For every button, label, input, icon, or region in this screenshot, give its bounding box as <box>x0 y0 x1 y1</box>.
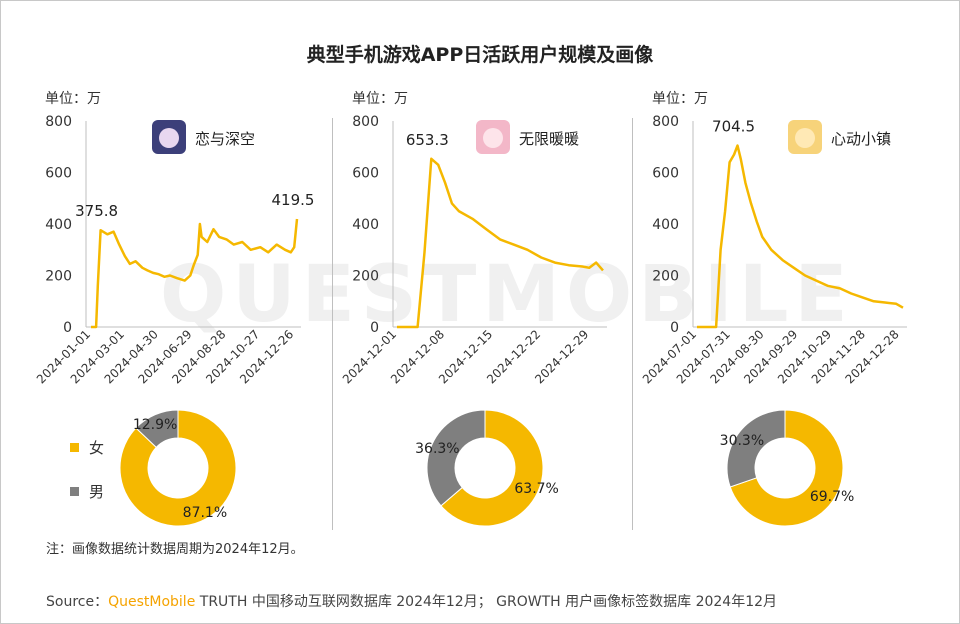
app-name: 心动小镇 <box>831 130 891 148</box>
data-label: 419.5 <box>272 191 315 209</box>
series-line <box>397 157 604 329</box>
legend-male-swatch <box>70 487 79 496</box>
watermark: QUESTMOBILE <box>160 250 854 340</box>
y-tick-label: 800 <box>45 114 72 130</box>
donut-male-slice <box>726 409 786 488</box>
male-pct-label: 12.9% <box>133 417 177 433</box>
app-badge: 恋与深空 <box>152 120 255 154</box>
series-line <box>697 144 904 329</box>
y-tick-label: 400 <box>652 217 679 233</box>
y-tick-label: 200 <box>652 269 679 285</box>
legend-female-label: 女 <box>89 439 105 457</box>
legend-male-label: 男 <box>89 483 105 501</box>
y-tick-label: 0 <box>670 320 679 336</box>
y-tick-label: 0 <box>63 320 72 336</box>
y-tick-label: 600 <box>45 166 72 182</box>
source-line: Source：QuestMobile TRUTH 中国移动互联网数据库 2024… <box>46 591 777 611</box>
y-tick-label: 800 <box>352 114 379 130</box>
y-tick-label: 200 <box>352 269 379 285</box>
female-pct-label: 63.7% <box>514 481 558 497</box>
legend-male: 男 <box>70 481 104 502</box>
page-title: 典型手机游戏APP日活跃用户规模及画像 <box>306 44 654 66</box>
legend-female: 女 <box>70 437 104 458</box>
y-tick-label: 200 <box>45 269 72 285</box>
icon-face <box>159 128 179 148</box>
data-label: 704.5 <box>712 118 755 136</box>
male-pct-label: 30.3% <box>720 433 764 449</box>
source-text: TRUTH 中国移动互联网数据库 2024年12月； GROWTH 用户画像标签… <box>195 594 778 610</box>
series-line <box>91 218 299 329</box>
unit-label: 单位：万 <box>352 91 408 107</box>
data-label: 375.8 <box>75 202 118 220</box>
female-pct-label: 87.1% <box>183 505 227 521</box>
source-prefix: Source： <box>46 594 109 610</box>
y-tick-label: 400 <box>352 217 379 233</box>
unit-label: 单位：万 <box>45 91 101 107</box>
app-name: 恋与深空 <box>195 130 255 148</box>
data-label: 653.3 <box>406 131 449 149</box>
unit-label: 单位：万 <box>652 91 708 107</box>
app-badge: 无限暖暖 <box>476 120 579 154</box>
icon-face <box>795 128 815 148</box>
app-badge: 心动小镇 <box>788 120 891 154</box>
source-brand: QuestMobile <box>108 594 196 610</box>
y-tick-label: 400 <box>45 217 72 233</box>
icon-face <box>483 128 503 148</box>
panel-divider <box>632 118 633 530</box>
female-pct-label: 69.7% <box>810 489 854 505</box>
donut-female-slice <box>119 409 237 527</box>
y-tick-label: 0 <box>370 320 379 336</box>
footnote: 注：画像数据统计数据周期为2024年12月。 <box>46 542 304 557</box>
donut-male-slice <box>426 409 486 507</box>
legend-female-swatch <box>70 443 79 452</box>
panel-divider <box>332 118 333 530</box>
y-tick-label: 800 <box>652 114 679 130</box>
app-name: 无限暖暖 <box>519 130 579 148</box>
y-tick-label: 600 <box>352 166 379 182</box>
donut-male-slice <box>135 409 179 449</box>
donut-female-slice <box>729 409 844 527</box>
y-tick-label: 600 <box>652 166 679 182</box>
male-pct-label: 36.3% <box>415 441 459 457</box>
donut-female-slice <box>440 409 544 527</box>
